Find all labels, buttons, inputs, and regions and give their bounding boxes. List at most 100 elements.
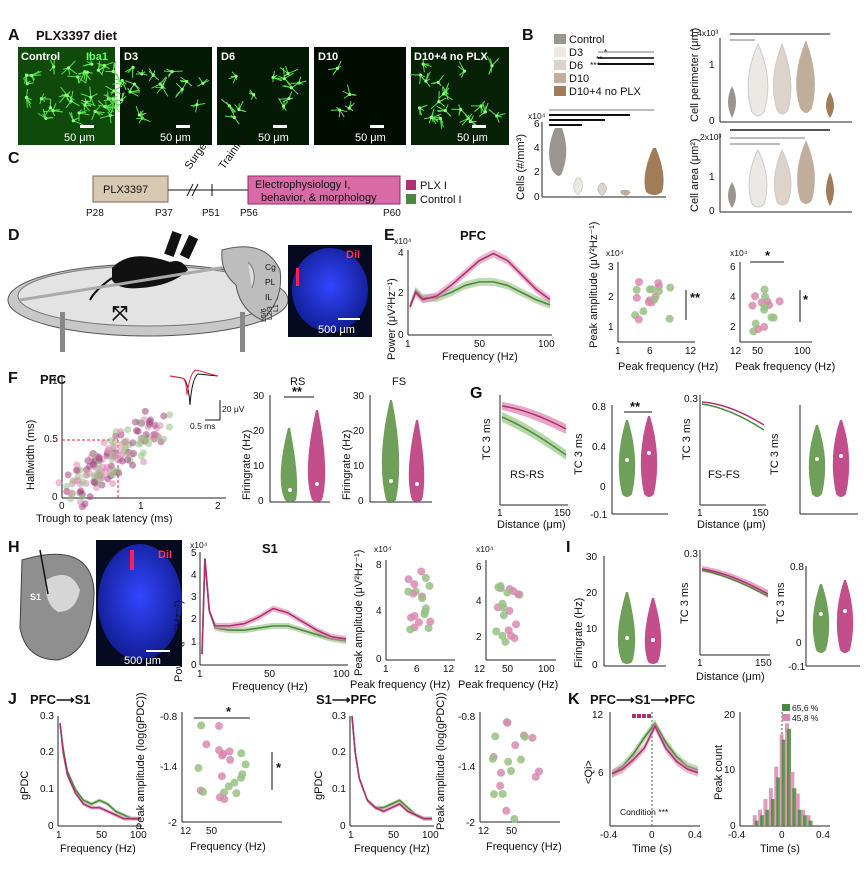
area-violin-plot: 2x10³ 0 1 Cell area (μm²) — [689, 129, 852, 217]
microglia-process — [347, 84, 351, 95]
scale-text-3: 50 μm — [258, 132, 289, 144]
area-exp: 2x10³ — [700, 132, 721, 142]
microglia-soma — [51, 109, 55, 113]
f-xlabel: Trough to peak latency (ms) — [36, 513, 173, 525]
scatter-point — [509, 587, 518, 596]
unit-point — [117, 428, 125, 436]
unit-point — [141, 407, 149, 415]
j2p-ytick-14: -1.4 — [458, 762, 476, 773]
unit-point — [89, 460, 97, 468]
unit-point — [109, 453, 117, 461]
unit-point — [140, 434, 148, 442]
k-xtick-m04: -0.4 — [600, 830, 618, 841]
scatter-point — [761, 292, 770, 301]
h-pf2-ytick-4: 4 — [476, 596, 482, 607]
microglia-soma — [120, 98, 124, 102]
k2-xtick-m04: -0.4 — [728, 830, 746, 841]
g3-xtick-150: 150 — [752, 508, 769, 519]
unit-point — [160, 435, 168, 443]
h-pf2-xtick-50: 50 — [502, 664, 514, 675]
microglia-soma — [227, 104, 231, 108]
j1p-ytick-2: -2 — [168, 818, 177, 829]
unit-point — [132, 418, 140, 426]
j1-xtick-100: 100 — [130, 830, 147, 841]
unit-point — [95, 454, 103, 462]
unit-point — [166, 411, 174, 419]
microglia-soma — [114, 106, 118, 110]
g-sig: ** — [630, 399, 641, 414]
unit-point — [84, 457, 92, 465]
ephys-line1: Electrophysiology I, — [255, 179, 350, 191]
ephys-bar — [247, 175, 401, 205]
i-fr-ylabel: Firingrate (Hz) — [573, 598, 585, 668]
microglia-soma — [170, 69, 174, 74]
j-sig-1: * — [226, 704, 232, 719]
microglia-process — [68, 67, 78, 75]
scatter-point — [224, 782, 233, 791]
line-PLX-I — [409, 252, 551, 307]
j2p-ylabel: Peak amplitude (log(gPDC)) — [435, 692, 447, 830]
scatter-point — [531, 772, 540, 781]
g2-ytick-08: 0.8 — [592, 402, 606, 413]
scatter-point — [665, 314, 674, 323]
scatter-point — [504, 757, 513, 766]
rs-sig: ** — [292, 384, 303, 399]
panel-i-label: I — [566, 539, 570, 556]
band-Control-I — [60, 721, 140, 821]
k-xtick-04: 0.4 — [688, 830, 702, 841]
violin-d6 — [597, 182, 607, 197]
microglia-soma — [180, 87, 184, 91]
rs-firingrate-violin: RS 0 10 20 30 Firingrate (Hz) ** — [241, 376, 330, 507]
region-l1: L1 — [273, 304, 280, 312]
microglia-soma — [232, 115, 237, 120]
scatter-point — [502, 806, 511, 815]
microglia-soma — [151, 73, 155, 77]
violin-d10 — [620, 190, 631, 196]
tc-fs-violin: TC 3 ms — [769, 405, 858, 515]
k2-ytick-0: 0 — [730, 821, 736, 832]
microglia-process — [95, 110, 105, 114]
scatter-point — [632, 293, 641, 302]
j2p-ytick-2: -2 — [466, 818, 475, 829]
h-xtick-50: 50 — [264, 669, 276, 680]
h-pf-ytick-4: 4 — [376, 606, 382, 617]
tc-fsfs-plot: TC 3 ms 0.3 1 150 Distance (μm) FS-FS — [681, 394, 769, 531]
h-pf2-xtick-100: 100 — [538, 664, 555, 675]
e-xtick-50: 50 — [474, 339, 486, 350]
microglia-soma — [120, 78, 124, 83]
unit-point — [140, 458, 148, 466]
s1-scale: 500 μm — [124, 655, 161, 667]
g-ylabel-4: TC 3 ms — [769, 433, 781, 475]
k2-ylabel: Peak count — [713, 745, 725, 800]
h-ytick-4: 4 — [191, 570, 197, 581]
legend-d3: D3 — [569, 47, 583, 59]
microglia-soma — [348, 92, 352, 97]
scatter-point — [406, 625, 415, 634]
img-label-control: Control — [21, 51, 60, 63]
j1-ytick-03: 0.3 — [40, 711, 54, 722]
e-pf-ytick-1: 1 — [608, 322, 614, 333]
e-ytick-2: 2 — [398, 288, 404, 299]
h-ylabel: Power (μV²Hz⁻¹) — [173, 600, 185, 682]
qi-timecourse: 6 12 -0.4 0 0.4 Time (s) <Qi> Condition … — [583, 710, 702, 855]
legend-swatch-d10plx — [554, 86, 566, 96]
unit-point — [132, 427, 140, 435]
tc-rsrs-plot: TC 3 ms 1 150 Distance (μm) RS-RS — [481, 395, 571, 531]
microglia-soma — [25, 73, 29, 77]
hist-bar-ctrl — [760, 815, 765, 826]
microglia-process — [85, 101, 96, 107]
dii-label: DiI — [346, 249, 360, 261]
microglia-soma — [281, 104, 286, 108]
j1-xtick-50: 50 — [96, 830, 108, 841]
j2-xtick-1: 1 — [348, 830, 354, 841]
scale-bars-a — [80, 125, 486, 128]
h-ytick-2: 2 — [191, 614, 197, 625]
scatter-point — [497, 768, 506, 777]
unit-point — [77, 487, 85, 495]
hist-bar-ctrl — [770, 799, 775, 826]
microglia-soma — [132, 82, 137, 86]
h-pf2-ytick-2: 2 — [476, 632, 482, 643]
e-exp: x10⁴ — [394, 236, 412, 246]
h-xlabel: Frequency (Hz) — [232, 681, 308, 693]
rsrs-label: RS-RS — [510, 469, 544, 481]
